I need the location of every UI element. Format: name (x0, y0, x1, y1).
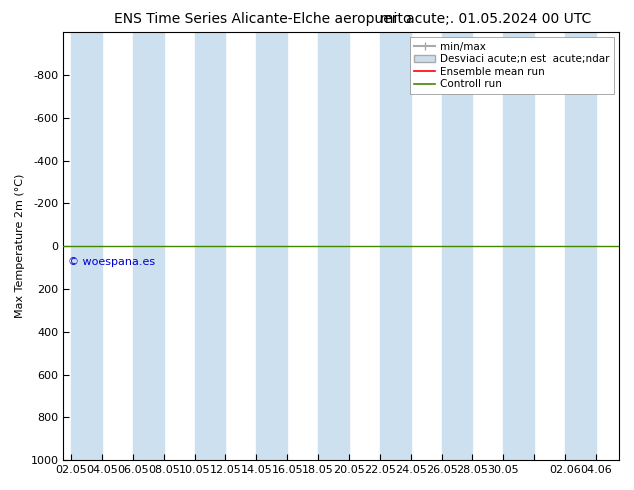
Bar (195, 32, 226, 460)
Bar (565, 32, 596, 460)
Y-axis label: Max Temperature 2m (°C): Max Temperature 2m (°C) (15, 174, 25, 318)
Bar (380, 32, 411, 460)
Text: © woespana.es: © woespana.es (68, 257, 155, 267)
Bar (133, 32, 164, 460)
Text: ENS Time Series Alicante-Elche aeropuerto: ENS Time Series Alicante-Elche aeropuert… (114, 12, 411, 26)
Bar (441, 32, 472, 460)
Text: mi  acute;. 01.05.2024 00 UTC: mi acute;. 01.05.2024 00 UTC (380, 12, 592, 26)
Bar (256, 32, 287, 460)
Legend: min/max, Desviaci acute;n est  acute;ndar, Ensemble mean run, Controll run: min/max, Desviaci acute;n est acute;ndar… (410, 37, 614, 94)
Bar (71, 32, 102, 460)
Bar (318, 32, 349, 460)
Bar (503, 32, 534, 460)
